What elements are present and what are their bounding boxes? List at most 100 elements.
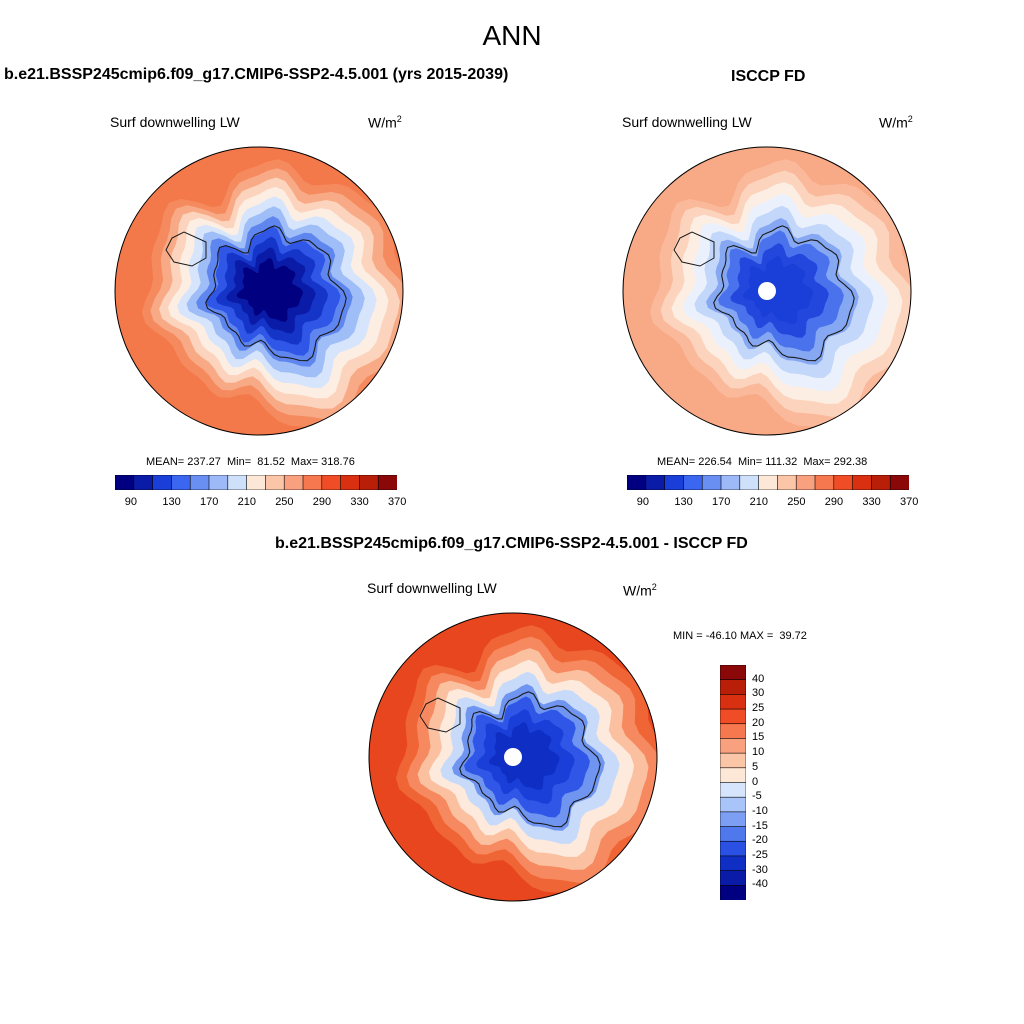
coastline <box>713 225 855 362</box>
colorbar-tick-label: -10 <box>752 804 768 817</box>
colorbar-tick-label: 330 <box>862 496 881 508</box>
colorbar-swatch <box>814 475 835 490</box>
panel-3-colorbar-labels: 40 30 25 20 15 10 5 0 -5 -10 -15 -20 -25 -30 -40 <box>752 665 792 900</box>
panel-2-units: W/m2 <box>879 114 913 131</box>
colorbar-tick-label: 30 <box>752 687 765 700</box>
colorbar-swatch <box>683 475 704 490</box>
pole-gap <box>504 748 522 766</box>
panel-1-title: b.e21.BSSP245cmip6.f09_g17.CMIP6-SSP2-4.… <box>4 66 509 83</box>
contour-band <box>488 722 560 791</box>
colorbar-swatch <box>115 475 135 490</box>
colorbar-swatch <box>664 475 685 490</box>
colorbar-swatch <box>246 475 267 490</box>
colorbar-swatch <box>152 475 173 490</box>
coastline-peninsula <box>673 231 715 267</box>
colorbar-tick-label: 130 <box>674 496 693 508</box>
colorbar-tick-label: 90 <box>636 496 650 508</box>
colorbar-swatch <box>720 679 746 696</box>
colorbar-swatch <box>852 475 873 490</box>
colorbar-tick-label: 290 <box>824 496 844 508</box>
panel-3-variable: Surf downwelling LW <box>367 580 497 596</box>
colorbar-swatch <box>739 475 760 490</box>
colorbar-tick-label: -25 <box>752 848 768 861</box>
colorbar-tick-label: 370 <box>900 496 919 508</box>
colorbar-swatch <box>720 811 746 828</box>
colorbar-swatch <box>720 826 746 843</box>
map-border <box>368 612 658 902</box>
coastline <box>459 691 601 828</box>
colorbar-swatch <box>377 475 397 490</box>
map-border <box>622 146 912 436</box>
colorbar-swatch <box>720 694 746 710</box>
colorbar-swatch <box>189 475 210 490</box>
colorbar-tick-label: 10 <box>752 746 765 759</box>
coastline-peninsula <box>419 697 461 733</box>
colorbar-swatch <box>833 475 854 490</box>
panel-1-colorbar-labels: 90 130 170 210 250 290 330 370 <box>115 496 407 510</box>
colorbar-swatch <box>133 475 154 490</box>
colorbar-tick-label: -5 <box>752 790 762 803</box>
colorbar-swatch <box>340 475 361 490</box>
colorbar-swatch <box>265 475 285 490</box>
colorbar-swatch <box>720 782 746 798</box>
colorbar-tick-label: 15 <box>752 731 765 744</box>
colorbar-swatch <box>645 475 666 490</box>
colorbar-tick-label: 330 <box>350 496 369 508</box>
panel-3-colorbar <box>720 665 746 900</box>
colorbar-swatch <box>720 840 746 857</box>
panel-2-variable: Surf downwelling LW <box>622 114 752 130</box>
colorbar-swatch <box>720 870 746 887</box>
colorbar-tick-label: 90 <box>124 496 138 508</box>
panel-1-polar-map <box>114 146 404 436</box>
colorbar-swatch <box>701 475 722 490</box>
colorbar-tick-label: 290 <box>312 496 332 508</box>
panel-1-variable: Surf downwelling LW <box>110 114 240 130</box>
colorbar-swatch <box>795 475 816 490</box>
colorbar-tick-label: 170 <box>200 496 219 508</box>
panel-1-stats: MEAN= 237.27 Min= 81.52 Max= 318.76 <box>146 456 355 468</box>
colorbar-swatch <box>208 475 229 490</box>
colorbar-tick-label: 370 <box>388 496 407 508</box>
colorbar-swatch <box>758 475 779 490</box>
colorbar-tick-label: 130 <box>162 496 181 508</box>
contour-band <box>236 257 304 322</box>
colorbar-tick-label: 250 <box>787 496 806 508</box>
colorbar-tick-label: -40 <box>752 878 768 891</box>
colorbar-swatch <box>777 475 797 490</box>
panel-1-colorbar <box>115 475 397 490</box>
colorbar-swatch <box>889 475 909 490</box>
panel-2-colorbar <box>627 475 909 490</box>
colorbar-swatch <box>720 767 746 784</box>
colorbar-tick-label: 40 <box>752 672 765 685</box>
contour-band <box>742 256 814 325</box>
colorbar-swatch <box>720 796 746 813</box>
colorbar-swatch <box>720 475 741 490</box>
colorbar-tick-label: -15 <box>752 819 768 832</box>
colorbar-tick-label: -20 <box>752 834 768 847</box>
panel-3-polar-map <box>368 612 658 902</box>
panel-2-stats: MEAN= 226.54 Min= 111.32 Max= 292.38 <box>657 456 868 468</box>
colorbar-swatch <box>627 475 647 490</box>
colorbar-swatch <box>720 855 746 872</box>
panel-2-title: ISCCP FD <box>731 68 806 85</box>
colorbar-swatch <box>227 475 248 490</box>
colorbar-swatch <box>720 885 746 900</box>
colorbar-swatch <box>871 475 891 490</box>
colorbar-swatch <box>302 475 323 490</box>
colorbar-swatch <box>321 475 342 490</box>
colorbar-swatch <box>720 665 746 681</box>
map-border <box>114 146 404 436</box>
colorbar-swatch <box>720 708 746 725</box>
colorbar-swatch <box>720 738 746 754</box>
colorbar-swatch <box>171 475 192 490</box>
pole-gap <box>758 282 776 300</box>
colorbar-tick-label: 250 <box>275 496 294 508</box>
panel-1-units: W/m2 <box>368 114 402 131</box>
colorbar-tick-label: -30 <box>752 863 768 876</box>
colorbar-tick-label: 5 <box>752 760 759 773</box>
panel-2-colorbar-labels: 90 130 170 210 250 290 330 370 <box>627 496 919 510</box>
colorbar-swatch <box>283 475 304 490</box>
colorbar-tick-label: 170 <box>712 496 731 508</box>
super-title: ANN <box>482 20 542 51</box>
panel-3-title: b.e21.BSSP245cmip6.f09_g17.CMIP6-SSP2-4.… <box>275 535 748 552</box>
